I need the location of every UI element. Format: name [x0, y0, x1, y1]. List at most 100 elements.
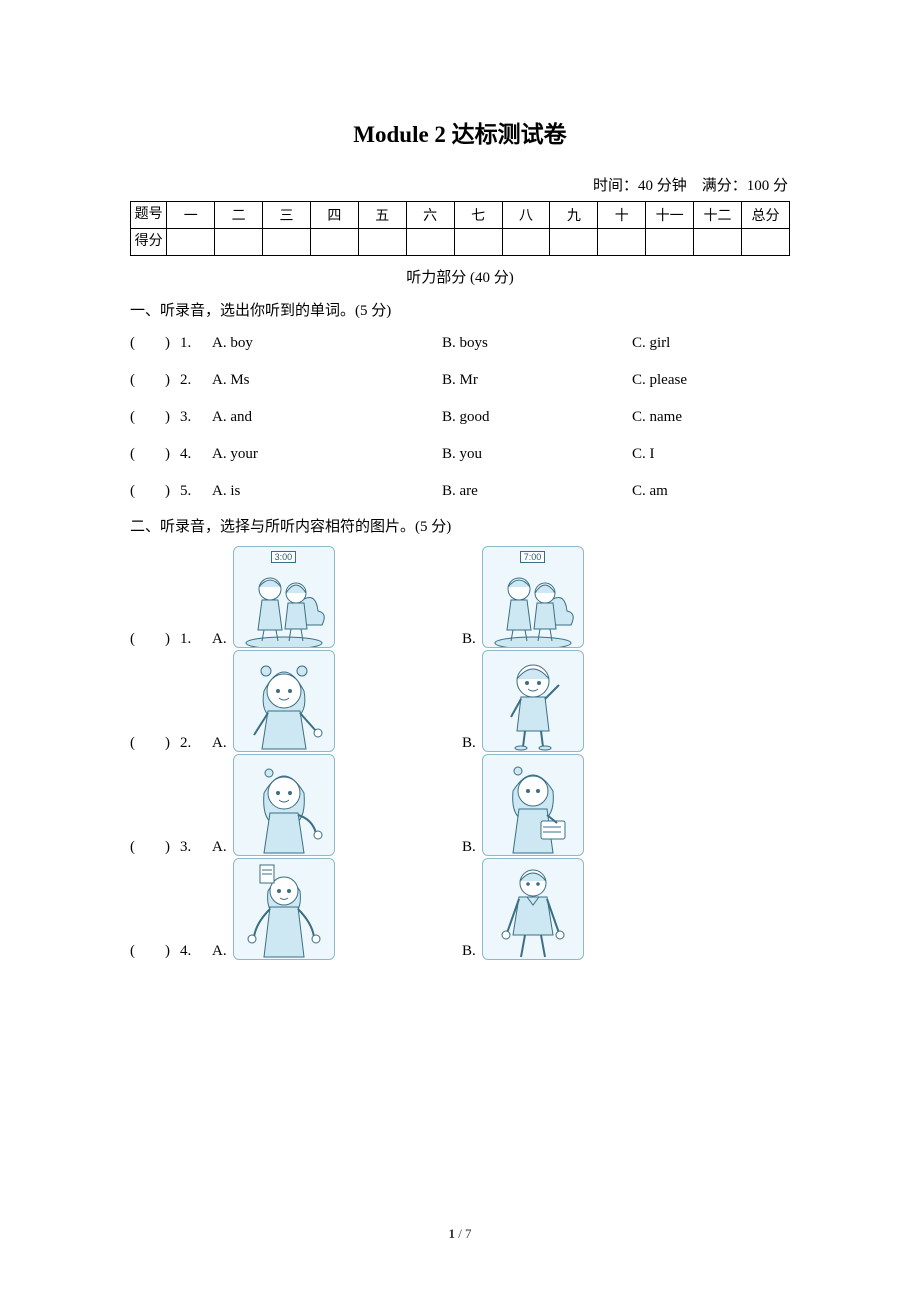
blank-cell: [502, 229, 550, 256]
picture-question-row: ( )3.A. B.: [130, 754, 790, 856]
question-row: ( )3.A. andB. goodC. name: [130, 404, 790, 431]
score-table-score-row: 得分: [131, 229, 790, 256]
blank-cell: [694, 229, 742, 256]
page-title: Module 2 达标测试卷: [130, 115, 790, 149]
col-cell: 四: [310, 202, 358, 229]
section-2-head: 二、听录音，选择与所听内容相符的图片。(5 分): [130, 515, 790, 536]
option-a: A. boy: [212, 330, 442, 357]
question-row: ( )5.A. isB. areC. am: [130, 478, 790, 505]
option-image: [233, 858, 335, 960]
option-b: B.: [462, 754, 584, 856]
option-a: A. 3:00: [212, 546, 462, 648]
listening-header: 听力部分 (40 分): [130, 266, 790, 287]
picture-question-row: ( )4.A.B.: [130, 858, 790, 960]
option-a-label: A.: [212, 839, 227, 856]
col-cell: 八: [502, 202, 550, 229]
col-cell: 五: [358, 202, 406, 229]
question-number: 3.: [180, 839, 212, 856]
option-c: C. am: [632, 478, 790, 505]
question-number: 3.: [180, 404, 212, 431]
option-b-label: B.: [462, 839, 476, 856]
option-image: [482, 650, 584, 752]
option-b: B. boys: [442, 330, 632, 357]
option-image: [233, 650, 335, 752]
option-b: B.: [462, 858, 584, 960]
option-image: [482, 754, 584, 856]
question-row: ( )4.A. yourB. youC. I: [130, 441, 790, 468]
option-a: A.: [212, 858, 462, 960]
option-b: B. good: [442, 404, 632, 431]
answer-blank: ( ): [130, 835, 180, 856]
option-b: B. 7:00: [462, 546, 584, 648]
blank-cell: [263, 229, 311, 256]
option-b: B. Mr: [442, 367, 632, 394]
blank-cell: [550, 229, 598, 256]
option-b-label: B.: [462, 735, 476, 752]
score-table-head-row: 题号 一 二 三 四 五 六 七 八 九 十 十一 十二 总分: [131, 202, 790, 229]
answer-blank: ( ): [130, 367, 180, 394]
option-c: C. girl: [632, 330, 790, 357]
answer-blank: ( ): [130, 330, 180, 357]
col-cell: 二: [215, 202, 263, 229]
question-row: ( )2.A. MsB. MrC. please: [130, 367, 790, 394]
question-number: 1.: [180, 631, 212, 648]
question-row: ( )1.A. boyB. boysC. girl: [130, 330, 790, 357]
picture-question-row: ( )2.A.B.: [130, 650, 790, 752]
col-cell: 十一: [646, 202, 694, 229]
blank-cell: [215, 229, 263, 256]
blank-cell: [406, 229, 454, 256]
blank-cell: [454, 229, 502, 256]
option-b-label: B.: [462, 943, 476, 960]
question-number: 4.: [180, 441, 212, 468]
page-num-current: 1: [448, 1226, 455, 1241]
option-c: C. name: [632, 404, 790, 431]
option-b: B.: [462, 650, 584, 752]
blank-cell: [358, 229, 406, 256]
option-a: A. is: [212, 478, 442, 505]
option-a: A.: [212, 754, 462, 856]
option-b: B. you: [442, 441, 632, 468]
page-footer: 1 / 7: [0, 1226, 920, 1242]
option-image: 3:00: [233, 546, 335, 648]
option-image: 7:00: [482, 546, 584, 648]
col-cell: 七: [454, 202, 502, 229]
col-cell: 九: [550, 202, 598, 229]
section-1-list: ( )1.A. boyB. boysC. girl( )2.A. MsB. Mr…: [130, 330, 790, 505]
row-label: 题号: [131, 202, 167, 229]
question-number: 2.: [180, 367, 212, 394]
section-2-list: ( )1.A.3:00B.7:00( )2.A.B.( )3.A.B.( )4.…: [130, 546, 790, 960]
option-a: A. and: [212, 404, 442, 431]
page: Module 2 达标测试卷 时间：40 分钟 满分：100 分 题号 一 二 …: [0, 0, 920, 1302]
option-c: C. please: [632, 367, 790, 394]
answer-blank: ( ): [130, 939, 180, 960]
col-cell: 一: [167, 202, 215, 229]
option-a: A. your: [212, 441, 442, 468]
col-cell: 总分: [741, 202, 789, 229]
option-a-label: A.: [212, 631, 227, 648]
question-number: 5.: [180, 478, 212, 505]
answer-blank: ( ): [130, 627, 180, 648]
option-a-label: A.: [212, 735, 227, 752]
blank-cell: [310, 229, 358, 256]
blank-cell: [167, 229, 215, 256]
picture-question-row: ( )1.A. 3:00 B. 7:00: [130, 546, 790, 648]
option-c: C. I: [632, 441, 790, 468]
col-cell: 十: [598, 202, 646, 229]
option-b-label: B.: [462, 631, 476, 648]
option-image: [482, 858, 584, 960]
blank-cell: [741, 229, 789, 256]
option-a: A. Ms: [212, 367, 442, 394]
blank-cell: [598, 229, 646, 256]
col-cell: 三: [263, 202, 311, 229]
timing-line: 时间：40 分钟 满分：100 分: [130, 174, 790, 195]
col-cell: 六: [406, 202, 454, 229]
question-number: 4.: [180, 943, 212, 960]
score-table: 题号 一 二 三 四 五 六 七 八 九 十 十一 十二 总分 得分: [130, 201, 790, 256]
option-image: [233, 754, 335, 856]
section-1-head: 一、听录音，选出你听到的单词。(5 分): [130, 299, 790, 320]
row-label: 得分: [131, 229, 167, 256]
option-b: B. are: [442, 478, 632, 505]
question-number: 1.: [180, 330, 212, 357]
answer-blank: ( ): [130, 478, 180, 505]
answer-blank: ( ): [130, 404, 180, 431]
